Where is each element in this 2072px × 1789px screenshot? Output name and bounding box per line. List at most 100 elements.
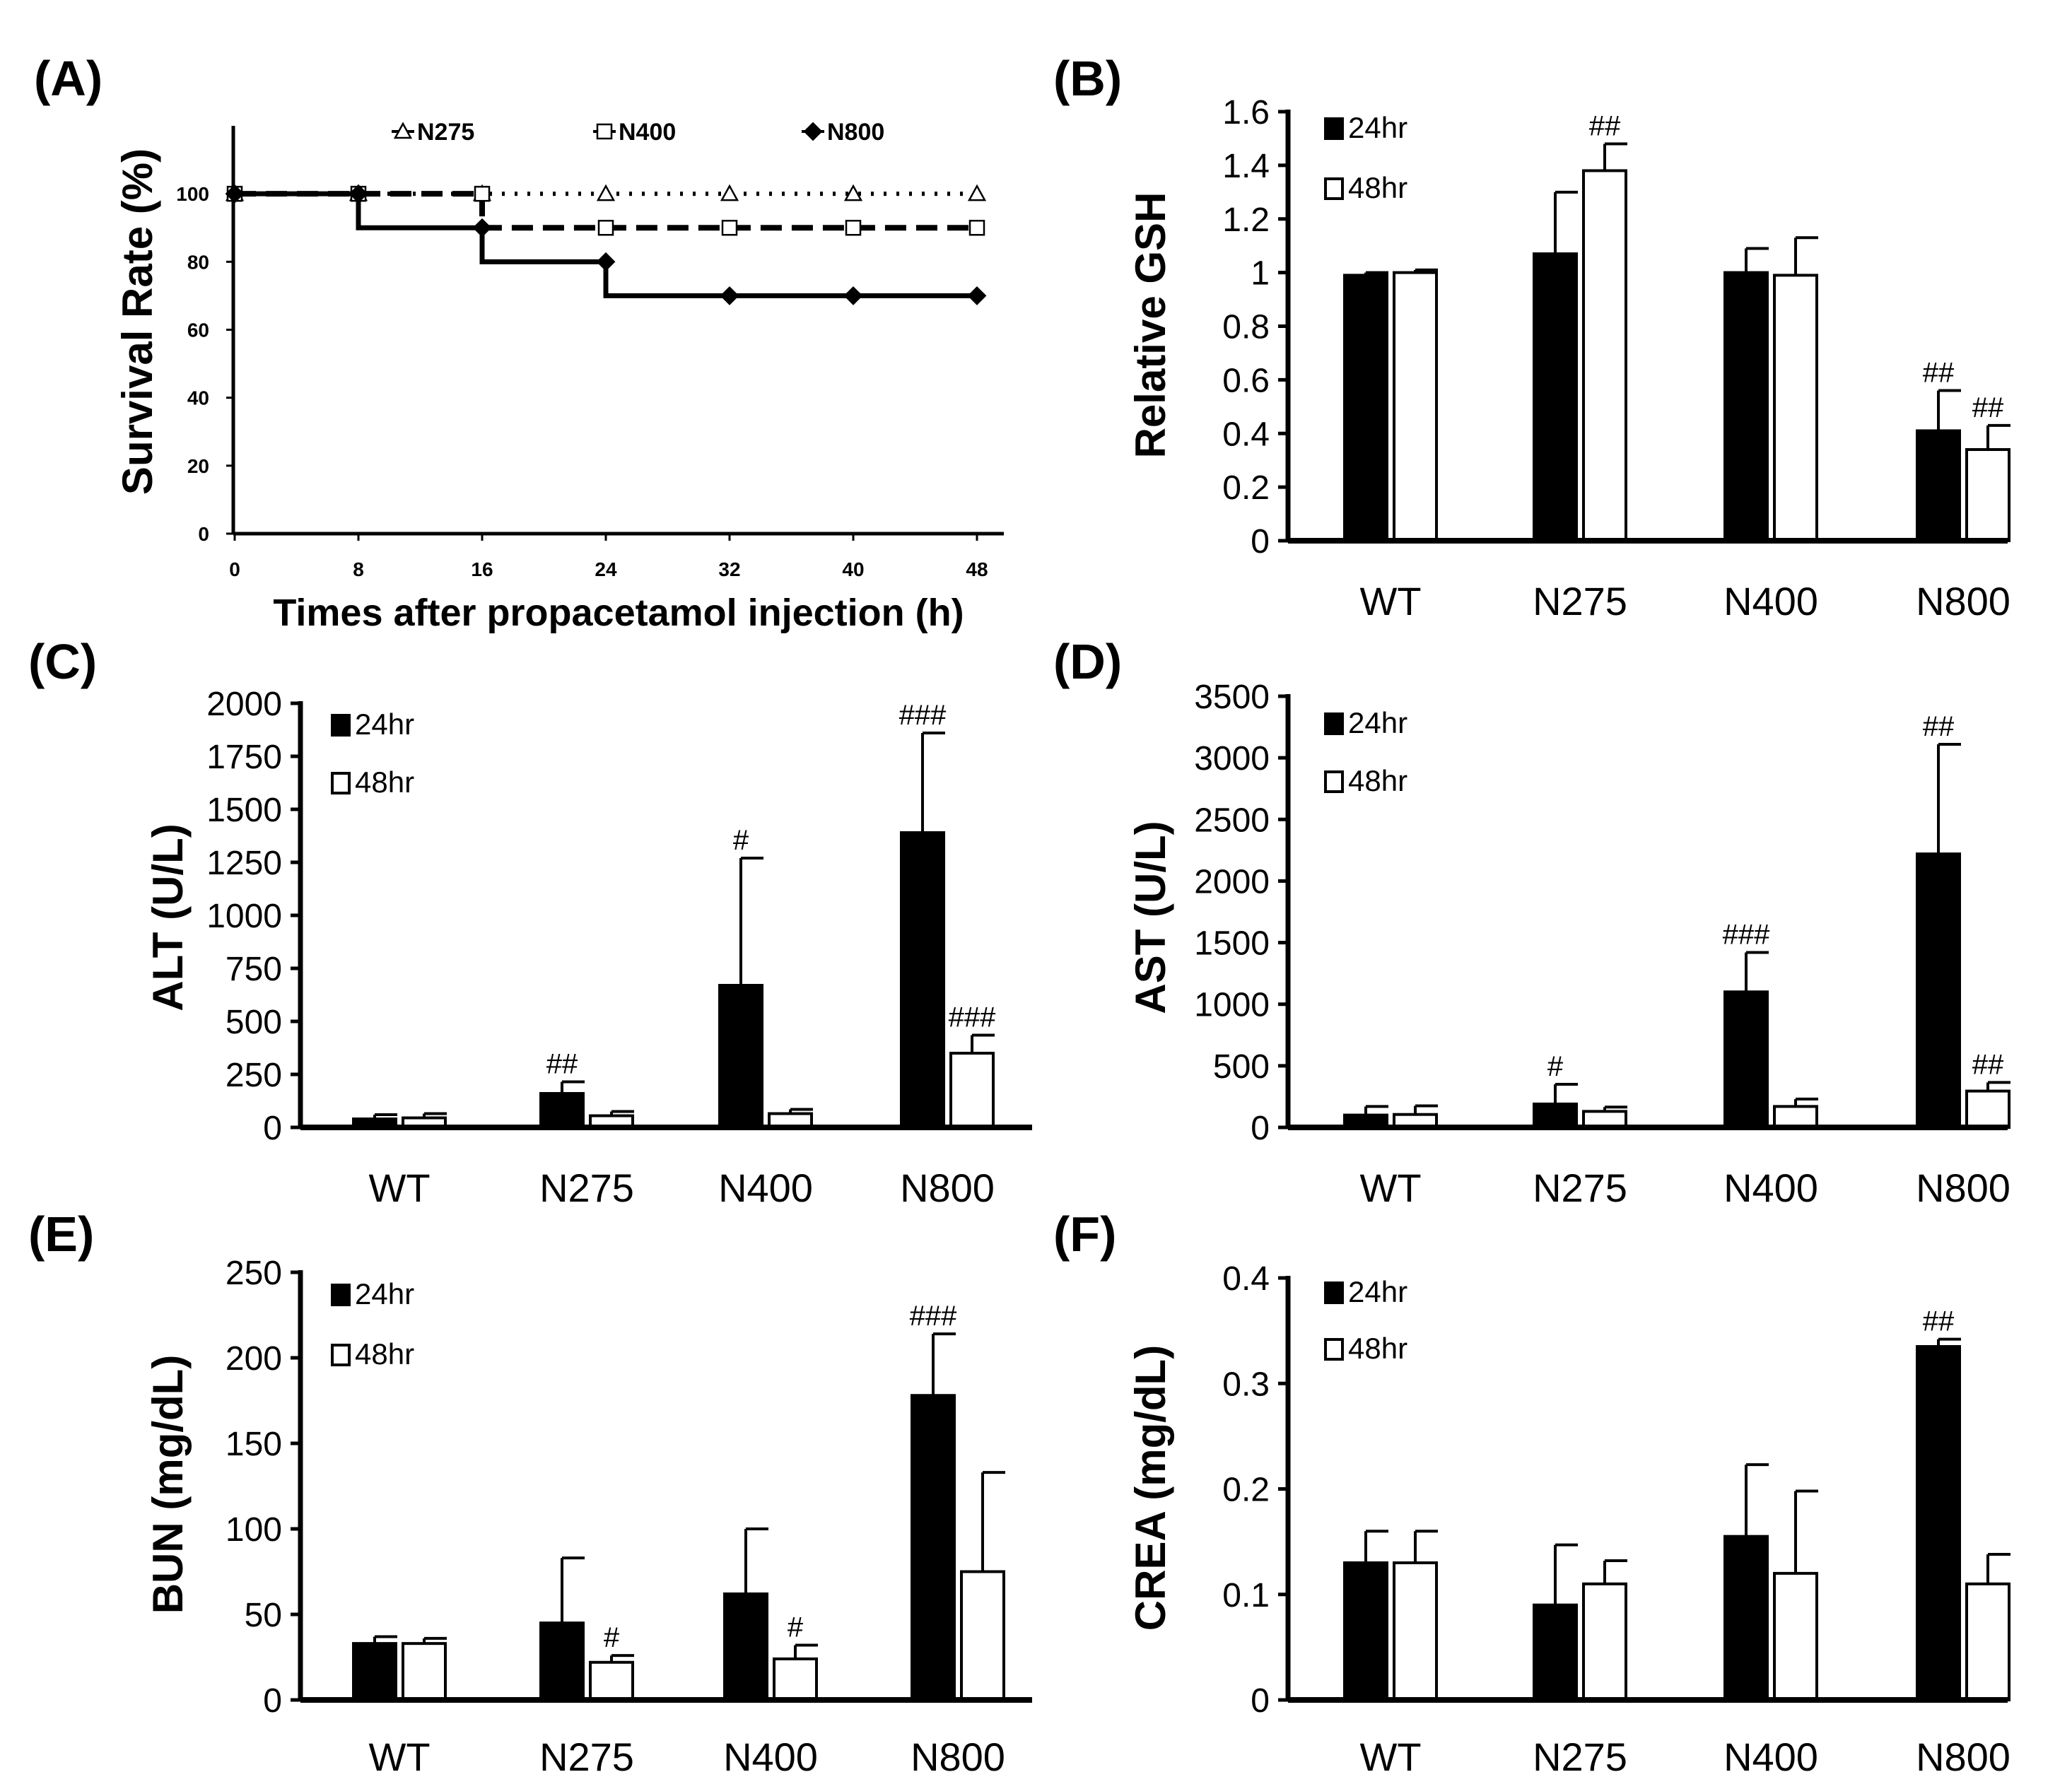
y-tick-label: 1.6 <box>1222 94 1270 131</box>
legend-label: 48hr <box>355 1337 414 1371</box>
y-tick-label: 100 <box>176 183 209 205</box>
x-tick-label: 40 <box>842 558 864 580</box>
y-tick-label: 250 <box>226 1057 282 1094</box>
x-axis-title: Times after propacetamol injection (h) <box>273 592 964 634</box>
line-N400 <box>235 191 977 231</box>
marker-N400 <box>968 220 985 236</box>
panel-c-alt-chart: (C)025050075010001250150017502000#######… <box>28 634 1032 1210</box>
y-tick-label: 1750 <box>206 739 282 776</box>
legend-swatch <box>331 772 351 794</box>
x-tick-label: 16 <box>471 558 493 580</box>
significance-mark: # <box>788 1612 804 1643</box>
legend-swatch <box>331 1344 351 1366</box>
category-label: WT <box>1359 579 1421 623</box>
x-tick-label: 0 <box>229 558 240 580</box>
category-label: N400 <box>1723 1735 1818 1779</box>
y-tick-label: 1000 <box>206 898 282 935</box>
bar-48hr-N275 <box>1582 1582 1627 1701</box>
legend-label: 24hr <box>355 1277 414 1310</box>
y-tick-label: 1.4 <box>1222 148 1270 185</box>
significance-mark: ### <box>949 1002 996 1033</box>
marker-N275 <box>596 184 616 201</box>
bar-24hr-WT <box>1343 1561 1388 1702</box>
bar-48hr-N800 <box>949 1052 995 1129</box>
legend-swatch <box>1324 1281 1344 1304</box>
bar-24hr-N800 <box>900 831 945 1129</box>
y-tick-label: 2500 <box>1194 802 1270 839</box>
bar-24hr-N800 <box>911 1394 956 1701</box>
category-label: N275 <box>1533 1735 1627 1779</box>
y-axis-title: AST (U/L) <box>1127 821 1174 1014</box>
category-label: N800 <box>1916 579 2010 623</box>
category-label: N275 <box>1533 1166 1627 1210</box>
bar-24hr-N275 <box>1533 252 1578 542</box>
bar-24hr-N400 <box>718 984 763 1129</box>
y-axis-title: ALT (U/L) <box>144 823 192 1011</box>
category-label: WT <box>368 1166 430 1210</box>
y-tick-label: 500 <box>226 1004 282 1041</box>
y-tick-label: 1.2 <box>1222 201 1270 239</box>
legend-label: 48hr <box>1348 1332 1407 1365</box>
category-label: N800 <box>1916 1735 2010 1779</box>
significance-mark: ## <box>1923 358 1955 389</box>
bar-48hr-N275 <box>589 1660 634 1702</box>
bar-48hr-N800 <box>1965 1582 2010 1701</box>
y-tick-label: 250 <box>226 1255 282 1292</box>
legend-swatch <box>1324 1338 1344 1361</box>
y-tick-label: 1500 <box>1194 925 1270 963</box>
y-tick-label: 0.4 <box>1222 1260 1270 1298</box>
y-tick-label: 0.2 <box>1222 469 1270 507</box>
y-tick-label: 0.6 <box>1222 362 1270 399</box>
bar-24hr-N275 <box>539 1092 585 1129</box>
y-tick-label: 0 <box>263 1682 282 1720</box>
bar-24hr-N400 <box>1723 990 1769 1130</box>
marker-N800 <box>720 286 739 305</box>
legend-label: 48hr <box>355 766 414 799</box>
y-tick-label: 100 <box>226 1511 282 1549</box>
bar-48hr-WT <box>1393 1561 1438 1702</box>
category-label: N275 <box>1533 579 1627 623</box>
y-tick-label: 20 <box>187 455 209 477</box>
significance-mark: ## <box>1923 1306 1955 1337</box>
y-tick-label: 1 <box>1251 255 1270 293</box>
marker-N800 <box>803 122 823 141</box>
bar-48hr-N800 <box>1965 448 2010 543</box>
significance-mark: ## <box>546 1049 578 1080</box>
panel-f-crea-chart: (F) 0 0.1 0.2 0.3 0.4 ## WT N275 N400 N800 CREA (mg… <box>1053 1207 2010 1779</box>
bar-48hr-N400 <box>1773 274 1818 542</box>
marker-N275 <box>967 184 987 201</box>
y-tick-label: 0.3 <box>1222 1366 1270 1403</box>
significance-mark: # <box>733 825 749 856</box>
y-tick-label: 2000 <box>206 686 282 723</box>
bar-24hr-N400 <box>1723 1535 1769 1702</box>
y-tick-label: 0 <box>1251 523 1270 561</box>
category-label: WT <box>1359 1735 1421 1779</box>
category-label: WT <box>1359 1166 1421 1210</box>
significance-mark: # <box>1547 1051 1564 1082</box>
y-axis-title: Relative GSH <box>1127 192 1174 459</box>
panel-label: (B) <box>1053 51 1122 106</box>
panel-label: (E) <box>28 1207 94 1262</box>
y-axis-title: BUN (mg/dL) <box>144 1355 192 1614</box>
significance-mark: ### <box>910 1301 957 1332</box>
marker-N400 <box>845 220 862 236</box>
category-label: WT <box>368 1735 430 1779</box>
significance-mark: # <box>604 1622 620 1653</box>
bar-24hr-N800 <box>1916 1345 1961 1701</box>
bar-24hr-N400 <box>723 1592 768 1701</box>
legend-swatch <box>1324 177 1344 200</box>
legend-swatch <box>1324 712 1344 735</box>
legend-label: N400 <box>619 119 676 146</box>
y-tick-label: 3500 <box>1194 679 1270 716</box>
y-tick-label: 0.4 <box>1222 416 1270 453</box>
legend-label: 24hr <box>1348 111 1407 144</box>
category-label: N400 <box>1723 579 1818 623</box>
y-tick-label: 80 <box>187 251 209 273</box>
significance-mark: ### <box>1723 920 1770 951</box>
category-label: N800 <box>911 1735 1005 1779</box>
y-tick-label: 0.2 <box>1222 1472 1270 1509</box>
x-tick-label: 8 <box>353 558 364 580</box>
